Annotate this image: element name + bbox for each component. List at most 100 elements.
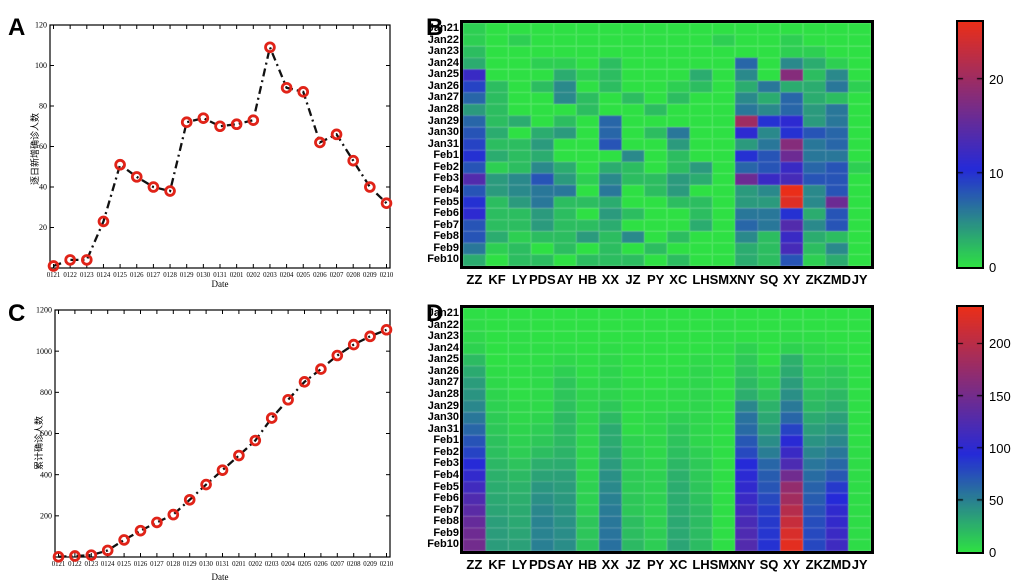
heatmap-col-label-lh: LH: [692, 557, 710, 572]
data-marker: [200, 478, 212, 491]
heatmap-row-label-feb4: Feb4: [433, 468, 459, 481]
heatmap-row-label-feb6: Feb6: [433, 207, 459, 220]
panel-a-label: A: [8, 14, 26, 41]
y-tick-label: 100: [35, 61, 47, 70]
heatmap-row-label-feb9: Feb9: [433, 241, 459, 254]
data-marker: [69, 550, 81, 562]
data-marker: [134, 524, 147, 537]
heatmap-col-label-hb: HB: [578, 557, 598, 572]
heatmap-row-label-jan28: Jan28: [427, 387, 459, 400]
y-tick-label: 40: [39, 183, 47, 192]
data-line: [58, 328, 387, 558]
data-line: [53, 43, 388, 268]
data-marker: [347, 338, 360, 351]
daily-new-cases-line-chart: 0121 0122 0123 0124 0125 0126 0127 0128 0129 0130…: [35, 21, 394, 279]
y-tick-label: 200: [40, 511, 52, 520]
heatmap-col-label-xy: XY: [782, 272, 801, 287]
data-marker: [364, 181, 376, 193]
heatmap-b-colorbar: [956, 20, 984, 269]
heatmap-col-label-hb: HB: [578, 272, 598, 287]
data-marker: [380, 323, 393, 336]
heatmap-col-label-zk: ZK: [805, 557, 823, 572]
panel-c-label: C: [8, 300, 26, 327]
heatmap-row-label-feb3: Feb3: [433, 457, 459, 470]
x-tick-label: 0126: [134, 561, 148, 568]
x-tick-label: 0203: [263, 272, 277, 279]
heatmap-col-label-ay: AY: [556, 272, 574, 287]
colorbar-tick-0: 0: [989, 260, 997, 275]
data-marker: [64, 254, 76, 266]
heatmap-row-label-jan25: Jan25: [427, 353, 459, 366]
data-marker: [315, 363, 327, 375]
x-tick-label: 0208: [346, 272, 360, 279]
x-tick-label: 0122: [63, 272, 77, 279]
data-marker: [183, 493, 196, 506]
heatmap-col-label-zmd: ZMD: [822, 557, 852, 572]
x-tick-label: 0206: [313, 272, 327, 279]
heatmap-row-label-feb1: Feb1: [433, 149, 459, 162]
y-tick-label: 800: [40, 388, 52, 397]
panel-a-y-axis-label: 逐日新增确诊人数: [30, 112, 40, 185]
x-tick-label: 0125: [117, 561, 131, 568]
heatmap-col-label-zz: ZZ: [466, 272, 483, 287]
x-tick-label: 0123: [85, 561, 99, 568]
colorbar-tick-10: 10: [989, 165, 1004, 181]
heatmap-row-label-jan30: Jan30: [427, 411, 459, 424]
heatmap-row-label-feb7: Feb7: [433, 218, 459, 231]
heatmap-row-label-feb8: Feb8: [433, 230, 459, 243]
heatmap-col-label-zz: ZZ: [466, 557, 483, 572]
heatmap-col-label-ly: LY: [511, 557, 528, 572]
colorbar-tick-0: 0: [989, 545, 997, 560]
data-marker: [214, 120, 226, 133]
heatmap-col-label-jy: JY: [851, 272, 868, 287]
heatmap-row-label-jan31: Jan31: [427, 422, 459, 435]
heatmap-col-label-pds: PDS: [528, 272, 556, 287]
x-tick-label: 0131: [216, 561, 230, 568]
heatmap-col-label-lh: LH: [692, 272, 710, 287]
data-marker: [247, 114, 260, 126]
heatmap-row-label-jan27: Jan27: [427, 376, 459, 389]
colorbar-tick-150: 150: [989, 388, 1011, 404]
heatmap-row-label-jan26: Jan26: [427, 79, 459, 92]
panel-a-x-axis-label: Date: [211, 279, 229, 289]
axes-box: [54, 309, 391, 558]
x-tick-label: 0204: [280, 272, 294, 279]
data-marker: [147, 181, 160, 193]
heatmap-row-label-feb10: Feb10: [427, 538, 459, 551]
colorbar-tick-100: 100: [989, 440, 1011, 456]
x-tick-label: 0208: [347, 561, 361, 568]
heatmap-col-label-jz: JZ: [625, 272, 641, 287]
heatmap-row-label-jan23: Jan23: [427, 330, 459, 343]
y-tick-label: 600: [40, 429, 52, 438]
heatmap-col-label-ay: AY: [556, 557, 574, 572]
x-tick-label: 0128: [163, 272, 177, 279]
data-marker: [81, 254, 93, 266]
y-tick-label: 120: [35, 21, 47, 30]
heatmap-col-label-smx: SMX: [709, 272, 738, 287]
y-tick-label: 60: [39, 142, 47, 151]
heatmap-row-label-feb5: Feb5: [433, 195, 459, 208]
data-marker: [180, 116, 193, 128]
x-tick-label: 0202: [247, 272, 261, 279]
heatmap-col-label-py: PY: [646, 272, 665, 287]
x-tick-label: 0130: [199, 561, 213, 568]
heatmap-row-label-jan26: Jan26: [427, 364, 459, 377]
heatmap-row-label-jan29: Jan29: [427, 114, 459, 127]
data-marker: [114, 158, 126, 171]
data-marker: [216, 464, 229, 476]
heatmap-row-label-jan24: Jan24: [427, 56, 459, 69]
data-marker: [249, 434, 262, 447]
x-tick-label: 0201: [230, 272, 244, 279]
cumulative-cases-heatmap: [460, 305, 874, 554]
heatmap-col-label-smx: SMX: [709, 557, 738, 572]
data-marker: [230, 118, 243, 131]
x-tick-label: 0128: [167, 561, 181, 568]
heatmap-col-label-xx: XX: [601, 272, 619, 287]
x-tick-label: 0201: [232, 561, 246, 568]
x-tick-label: 0131: [213, 272, 227, 279]
panel-c-x-axis-label: Date: [211, 572, 229, 582]
x-tick-label: 0202: [249, 561, 263, 568]
x-tick-label: 0129: [183, 561, 197, 568]
data-marker: [364, 330, 376, 343]
